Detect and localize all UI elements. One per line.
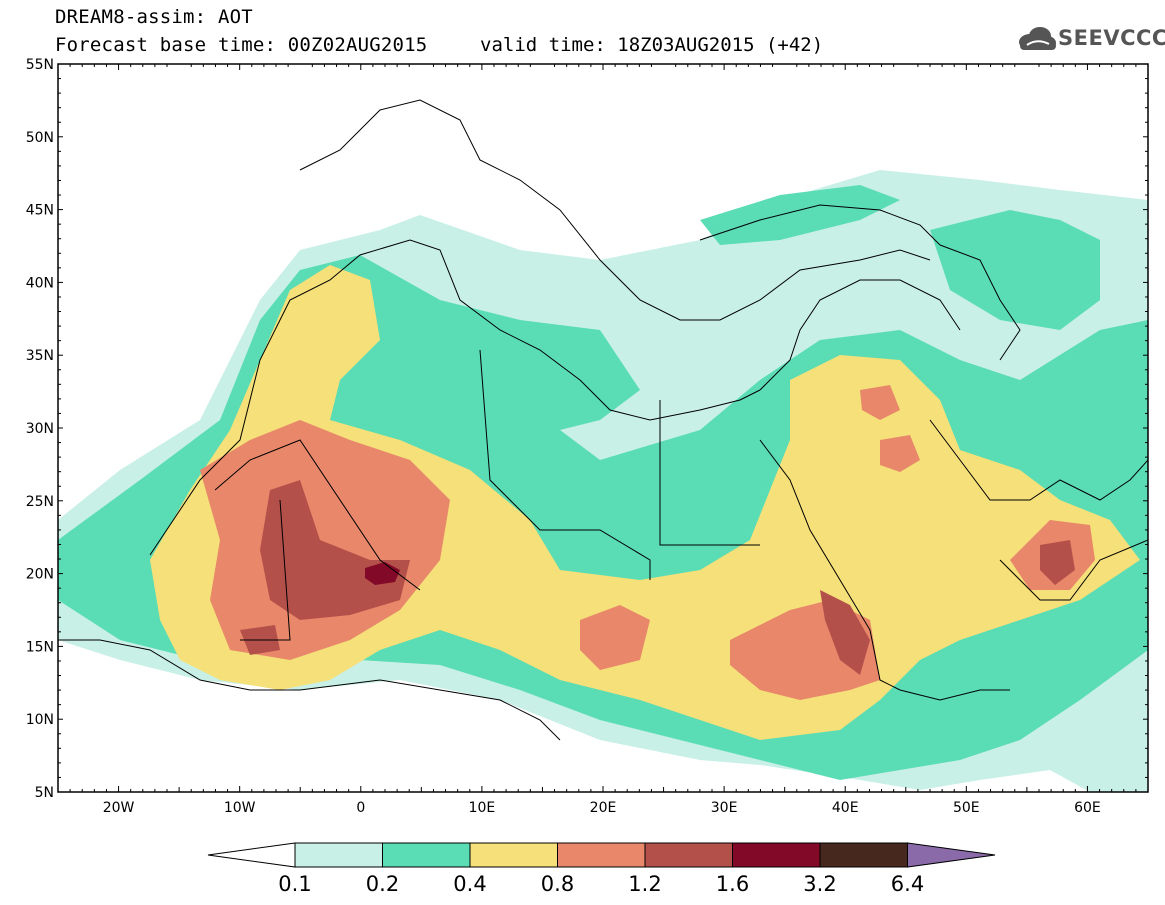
coastline-path [759,279,961,391]
lat-label: 35N [26,348,54,364]
valid-time: valid time: 18Z03AUG2015 (+42) [480,34,824,56]
coastline-path [899,689,1010,701]
aot-field [58,170,1148,792]
lat-label: 30N [26,421,54,437]
aot-band-1.2 [820,590,870,675]
colorbar-label: 0.4 [453,872,486,896]
coastline-path [240,499,291,641]
lat-label: 20N [26,567,54,583]
colorbar-segment [819,842,908,868]
coastline-path [479,349,651,580]
map-title: DREAM8-assim: AOT [55,6,253,28]
coastline-path [759,439,901,691]
aot-band-1.6 [365,562,400,585]
lon-label: 10E [469,800,496,816]
aot-band-0.8 [880,435,920,472]
aot-band-1.2 [1040,540,1075,585]
lon-label: 60E [1074,800,1101,816]
coastline-path [699,204,941,246]
colorbar-segment [469,842,558,868]
aot-band-0.4 [150,265,1140,740]
logo-text: SEEVCCC [1058,26,1165,50]
lat-label: 5N [35,785,54,801]
colorbar-label: 3.2 [803,872,836,896]
aot-band-0.2 [700,185,900,245]
aot-band-1.2 [260,480,410,620]
lat-label: 45N [26,203,54,219]
colorbar-segment [382,842,471,868]
coastline-path [58,639,561,741]
colorbar-over-triangle [907,842,996,868]
lat-label: 15N [26,639,54,655]
coastline-path [659,400,760,546]
lat-label: 40N [26,275,54,291]
lat-label: 50N [26,130,54,146]
coastline-path [929,419,1148,501]
aot-band-0.8 [860,385,900,420]
axis-ticks: 55N 50N 45N 40N 35N 30N 25N 20N 15N 10N 5N 20W 10W 0 1… [26,57,1149,816]
lat-label: 10N [26,712,54,728]
lon-label: 50E [953,800,980,816]
colorbar-label: 0.2 [366,872,399,896]
colorbar-label: 0.1 [278,872,311,896]
lon-label: 20E [590,800,617,816]
lat-label: 55N [26,57,54,73]
aot-band-0.8 [580,605,650,670]
coastline-path [149,239,761,556]
coastline-path [299,99,931,321]
lon-label: 40E [832,800,859,816]
lon-label: 0 [356,800,365,816]
colorbar-segment [732,842,821,868]
colorbar-label: 6.4 [891,872,924,896]
colorbar-segment [644,842,733,868]
colorbar-label: 1.6 [716,872,749,896]
colorbar-segment [557,842,646,868]
colorbar: 0.1 0.2 0.4 0.8 1.2 1.6 3.2 6.4 [207,842,996,896]
lon-label: 20W [103,800,135,816]
colorbar-label: 1.2 [628,872,661,896]
coastline-path [939,244,1021,361]
lat-label: 25N [26,494,54,510]
aot-band-0.2 [930,210,1100,330]
lon-label: 30E [711,800,738,816]
seevccc-logo-icon [1019,27,1056,50]
coastline-path [214,439,421,591]
coastline-path [999,539,1148,601]
lon-label: 10W [224,800,256,816]
colorbar-segment [294,842,383,868]
coastlines [58,99,1148,741]
colorbar-under-triangle [207,842,296,868]
colorbar-label: 0.8 [541,872,574,896]
forecast-base-time: Forecast base time: 00Z02AUG2015 [55,34,428,56]
